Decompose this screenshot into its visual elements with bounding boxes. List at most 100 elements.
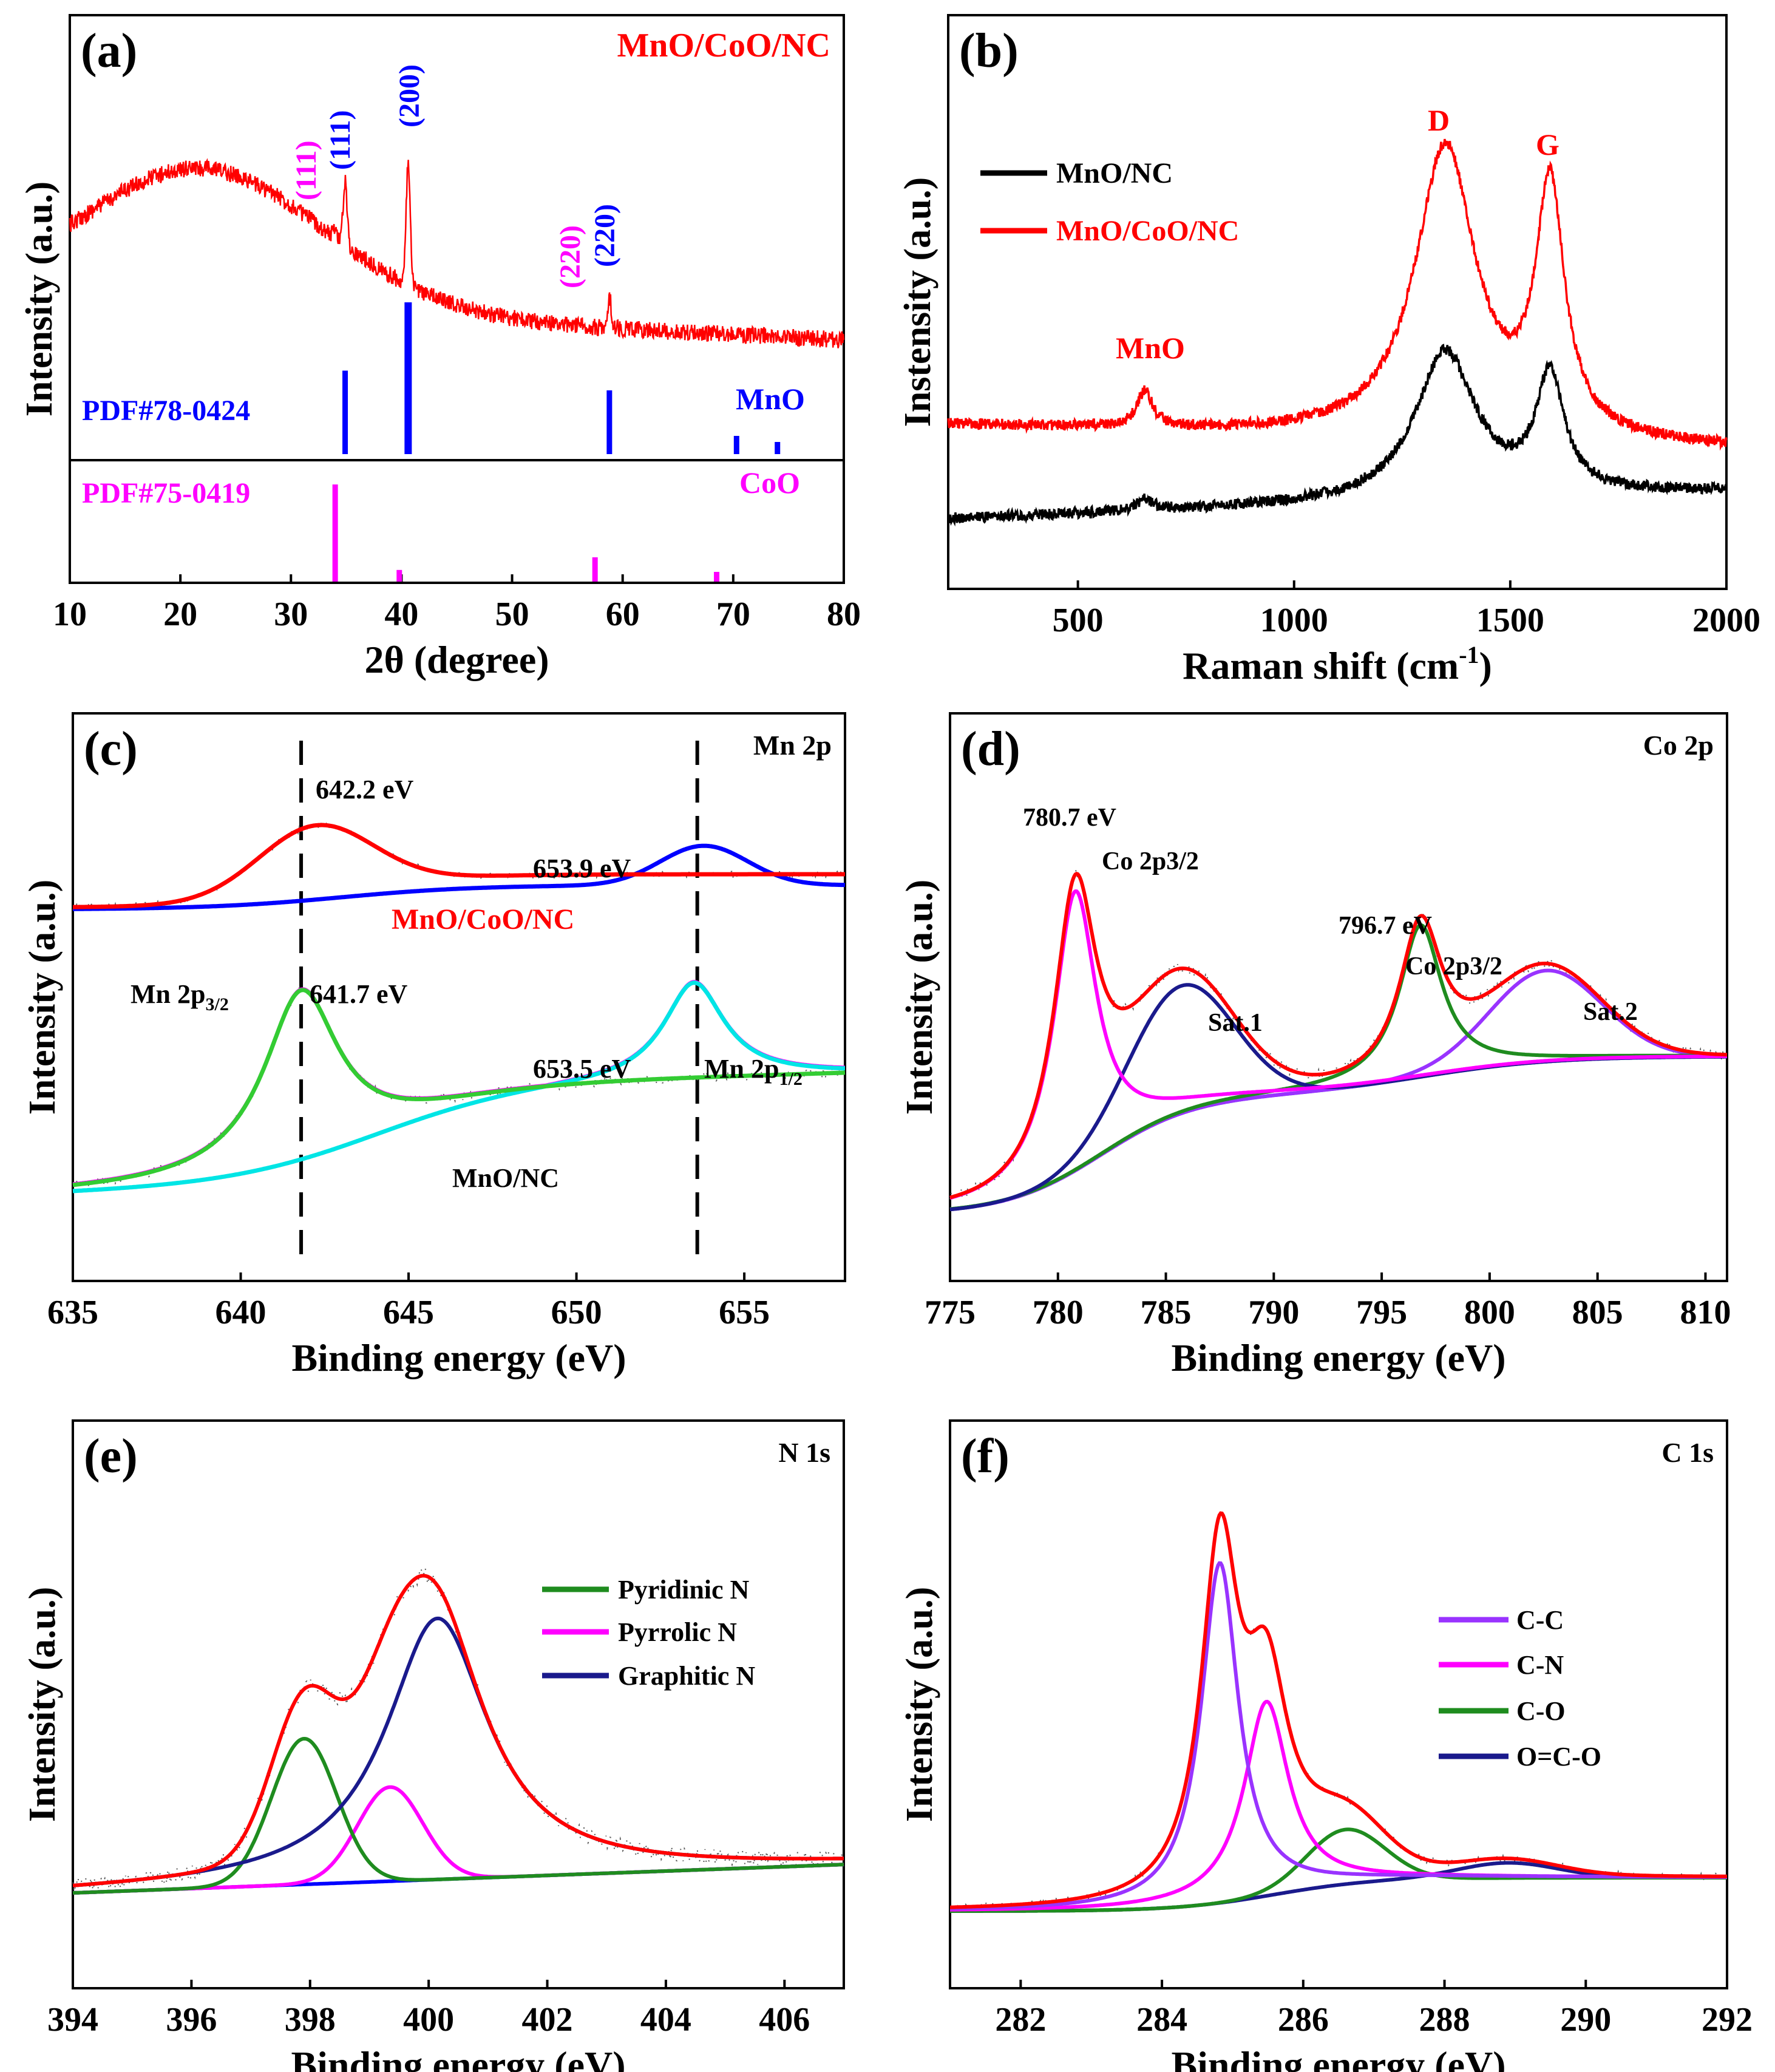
panel-corner-title: Mn 2p <box>753 730 832 761</box>
x-tick-label: 640 <box>216 1294 266 1331</box>
x-tick-label: 292 <box>1702 2001 1753 2039</box>
panel-a-frame <box>69 14 845 584</box>
x-axis-label: Binding energy (eV) <box>291 2043 625 2072</box>
panel-label: (d) <box>961 722 1020 776</box>
panel-corner-title: Co 2p <box>1643 730 1714 761</box>
x-tick-label: 284 <box>1136 2001 1187 2039</box>
x-tick-label: 775 <box>925 1294 976 1331</box>
mn-2p12-sub: 1/2 <box>779 1069 802 1089</box>
fit-mno-nc-2p32 <box>72 988 846 1187</box>
x-tick-label: 780 <box>1033 1294 1084 1331</box>
mn-2p12-main: Mn 2p <box>704 1054 779 1084</box>
panel-d-annotations: 780.7 eV Co 2p3/2 796.7 eV Co 2p3/2 Sat.… <box>1023 804 1638 1037</box>
x-tick-label: 1500 <box>1476 602 1544 639</box>
panel-label: (b) <box>959 24 1019 78</box>
peak-780-7-label: 780.7 eV <box>1023 804 1116 832</box>
fit-mno-nc-2p12 <box>72 980 845 1194</box>
raman-mno-band-label: MnO <box>1116 331 1185 365</box>
panel-f: 282 284 286 288 290 292 Binding energy (eV) Int… <box>899 1419 1753 2072</box>
y-axis-label: Instensity (a.u.) <box>897 177 938 427</box>
co-2p32-label-a: Co 2p3/2 <box>1102 847 1199 875</box>
x-tick-label: 290 <box>1560 2001 1611 2039</box>
panel-d: 775 780 785 790 795 800 805 810 Binding energy (… <box>899 712 1731 1379</box>
panel-corner-title: N 1s <box>778 1437 830 1468</box>
x-tick-label: 805 <box>1572 1294 1623 1331</box>
x-tick-label: 655 <box>719 1294 770 1331</box>
x-tick-label: 20 <box>163 596 197 633</box>
pdf-coo-label: PDF#75-0419 <box>82 477 250 509</box>
legend-label-mno-coo-nc: MnO/CoO/NC <box>1056 215 1239 247</box>
plots-layer: 10 20 30 40 50 60 70 80 2θ (degree) Intensity (a.… <box>19 14 1760 2072</box>
legend-label-mno-nc: MnO/NC <box>1056 157 1173 189</box>
x-tick-label: 10 <box>53 596 87 633</box>
legend-label-co: C-O <box>1516 1696 1566 1726</box>
y-axis-label: Intensity (a.u.) <box>19 182 60 417</box>
peak-642-label: 642.2 eV <box>316 775 414 804</box>
sat2-label: Sat.2 <box>1583 998 1638 1026</box>
panel-b-frame <box>947 14 1728 590</box>
fit-mno-coo-nc-2p12 <box>73 843 846 911</box>
x-axis-label: Binding energy (eV) <box>1171 2043 1505 2072</box>
coo-111-peak-label: (111) <box>290 140 322 200</box>
panel-e: 394 396 398 400 402 404 406 Binding energy (eV)… <box>22 1419 845 2072</box>
x-tick-label: 30 <box>274 596 308 633</box>
panel-f-frame <box>949 1419 1728 1989</box>
x-tick-label: 40 <box>384 596 418 633</box>
mno-200-peak-label: (200) <box>393 64 426 127</box>
x-tick-label: 2000 <box>1692 602 1760 639</box>
fit-envelope <box>949 871 1728 1200</box>
raman-spectrum-mno-nc <box>947 344 1727 527</box>
raman-spectrum-mno-coo-nc <box>947 138 1728 451</box>
fit-co-796 <box>949 923 1727 1211</box>
legend-label-cn: C-N <box>1516 1650 1564 1680</box>
x-tick-label: 60 <box>606 596 640 633</box>
fit-envelope <box>72 1574 844 1887</box>
raw-data-points <box>949 1510 1728 1911</box>
panel-b: 500 1000 1500 2000 Raman shift (cm-1) Instens… <box>897 14 1760 687</box>
panel-c-annotations: 642.2 eV 653.9 eV 641.7 eV 653.5 eV Mn 2… <box>131 775 803 1193</box>
x-tick-label: 396 <box>166 2001 217 2039</box>
peak-796-7-label: 796.7 eV <box>1339 912 1432 940</box>
y-axis-label: Intensity (a.u.) <box>899 880 940 1115</box>
x-tick-label: 406 <box>759 2001 810 2039</box>
x-tick-label: 500 <box>1053 602 1104 639</box>
mn-2p32-sub: 3/2 <box>205 994 228 1014</box>
y-axis-label: Intensity (a.u.) <box>22 1587 63 1822</box>
sat1-label: Sat.1 <box>1208 1009 1263 1037</box>
x-tick-label: 282 <box>995 2001 1046 2039</box>
peak-653-9-label: 653.9 eV <box>533 854 631 883</box>
x-tick-label: 400 <box>403 2001 454 2039</box>
fit-graphitic-n <box>72 1616 844 1887</box>
x-tick-label: 790 <box>1248 1294 1299 1331</box>
x-axis-label: Raman shift (cm-1) <box>1183 641 1492 687</box>
x-axis-label: Binding energy (eV) <box>291 1336 626 1379</box>
peak-641-7-label: 641.7 eV <box>310 979 408 1009</box>
co-2p32-label-b: Co 2p3/2 <box>1405 953 1502 980</box>
x-tick-label: 635 <box>47 1294 98 1331</box>
panel-a-annotations: PDF#78-0424 MnO PDF#75-0419 CoO (111) (1… <box>82 64 805 509</box>
x-tick-label: 398 <box>285 2001 336 2039</box>
x-tick-label: 288 <box>1419 2001 1470 2039</box>
coo-220-peak-label: (220) <box>554 225 586 288</box>
x-axis-label: Binding energy (eV) <box>1171 1336 1505 1379</box>
x-axis-label-end: ) <box>1479 644 1492 687</box>
legend-label-cc: C-C <box>1516 1605 1564 1635</box>
panel-d-frame <box>949 712 1728 1282</box>
fit-cc <box>950 1561 1727 1911</box>
mn-2p32-main: Mn 2p <box>131 979 205 1009</box>
panel-f-legend: C-C C-N C-O O=C-O <box>1439 1605 1601 1771</box>
x-axis-label: 2θ (degree) <box>364 638 549 681</box>
shirley-background <box>949 1055 1727 1212</box>
x-tick-label: 645 <box>383 1294 434 1331</box>
panel-label: (c) <box>84 722 138 776</box>
x-tick-label: 785 <box>1141 1294 1192 1331</box>
panel-label: (e) <box>84 1430 138 1483</box>
series-label-mno-coo-nc: MnO/CoO/NC <box>392 903 574 936</box>
x-tick-label: 70 <box>716 596 750 633</box>
x-tick-label: 394 <box>47 2001 98 2039</box>
pdf-mno-label: PDF#78-0424 <box>82 395 250 427</box>
fit-co-780 <box>949 889 1727 1200</box>
y-axis-label: Intensity (a.u.) <box>22 880 63 1115</box>
x-tick-label: 800 <box>1464 1294 1515 1331</box>
coo-reference-label: CoO <box>739 466 800 500</box>
